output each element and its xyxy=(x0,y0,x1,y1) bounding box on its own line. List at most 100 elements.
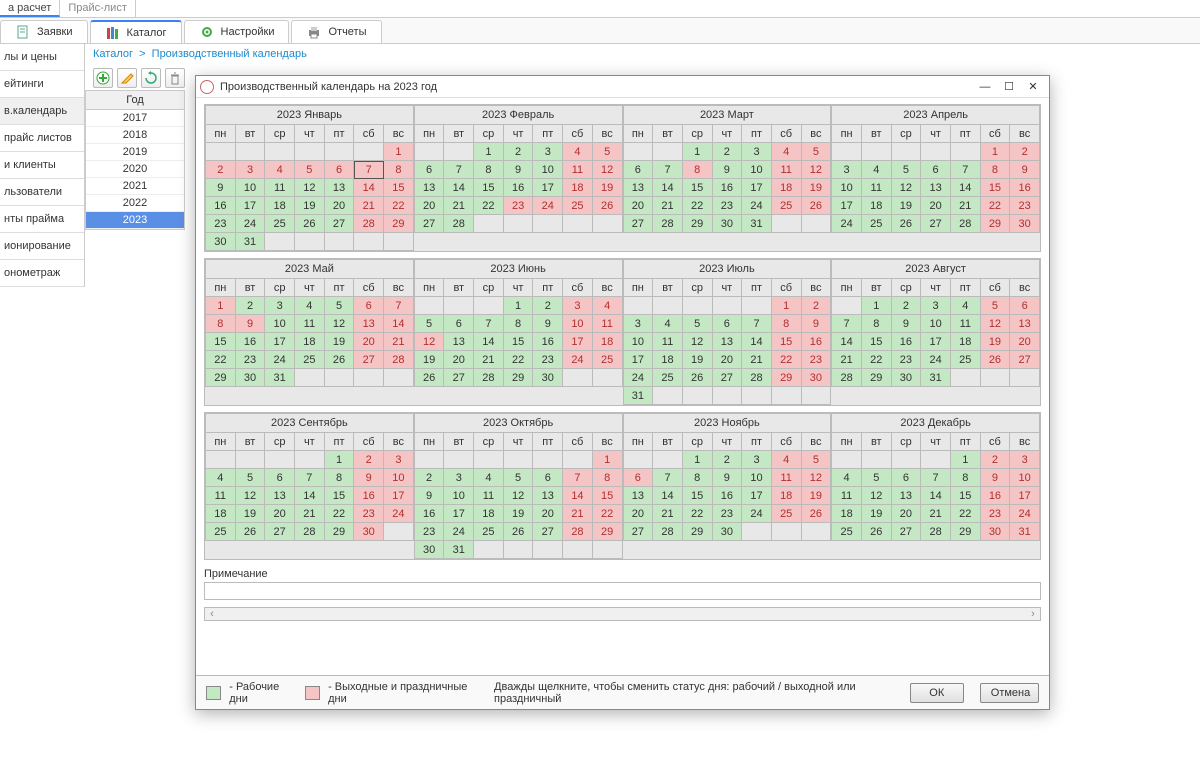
day-cell[interactable]: 23 xyxy=(712,505,742,523)
day-cell[interactable]: 12 xyxy=(801,161,831,179)
day-cell[interactable]: 23 xyxy=(533,351,563,369)
day-cell[interactable]: 6 xyxy=(623,469,653,487)
day-cell[interactable]: 9 xyxy=(354,469,384,487)
day-cell[interactable]: 20 xyxy=(265,505,295,523)
day-cell[interactable]: 25 xyxy=(771,505,801,523)
day-cell[interactable]: 19 xyxy=(235,505,265,523)
day-cell[interactable]: 1 xyxy=(592,451,622,469)
day-cell[interactable]: 26 xyxy=(980,351,1010,369)
day-cell[interactable]: 26 xyxy=(414,369,444,387)
day-cell[interactable]: 15 xyxy=(503,333,533,351)
day-cell[interactable]: 20 xyxy=(712,351,742,369)
day-cell[interactable]: 8 xyxy=(206,315,236,333)
day-cell[interactable]: 29 xyxy=(592,523,622,541)
day-cell[interactable]: 20 xyxy=(324,197,354,215)
day-cell[interactable]: 30 xyxy=(712,215,742,233)
day-cell[interactable]: 23 xyxy=(354,505,384,523)
day-cell[interactable]: 19 xyxy=(682,351,712,369)
day-cell[interactable]: 18 xyxy=(474,505,504,523)
day-cell[interactable]: 15 xyxy=(950,487,980,505)
day-cell[interactable]: 17 xyxy=(742,179,772,197)
day-cell[interactable]: 4 xyxy=(592,297,622,315)
day-cell[interactable]: 17 xyxy=(832,197,862,215)
day-cell[interactable]: 29 xyxy=(950,523,980,541)
day-cell[interactable]: 25 xyxy=(653,369,683,387)
day-cell[interactable]: 7 xyxy=(653,161,683,179)
day-cell[interactable]: 27 xyxy=(712,369,742,387)
day-cell[interactable]: 24 xyxy=(265,351,295,369)
day-cell[interactable]: 13 xyxy=(623,487,653,505)
minimize-button[interactable]: — xyxy=(973,78,997,96)
day-cell[interactable]: 15 xyxy=(980,179,1010,197)
day-cell[interactable]: 5 xyxy=(801,143,831,161)
day-cell[interactable]: 13 xyxy=(444,333,474,351)
day-cell[interactable]: 18 xyxy=(206,505,236,523)
day-cell[interactable]: 15 xyxy=(861,333,891,351)
day-cell[interactable]: 26 xyxy=(324,351,354,369)
day-cell[interactable]: 3 xyxy=(533,143,563,161)
day-cell[interactable]: 19 xyxy=(801,487,831,505)
day-cell[interactable]: 24 xyxy=(533,197,563,215)
day-cell[interactable]: 11 xyxy=(474,487,504,505)
day-cell[interactable]: 30 xyxy=(206,233,236,251)
day-cell[interactable]: 18 xyxy=(592,333,622,351)
day-cell[interactable]: 9 xyxy=(235,315,265,333)
day-cell[interactable]: 5 xyxy=(503,469,533,487)
day-cell[interactable]: 22 xyxy=(861,351,891,369)
day-cell[interactable]: 9 xyxy=(980,469,1010,487)
day-cell[interactable]: 24 xyxy=(742,197,772,215)
day-cell[interactable]: 12 xyxy=(235,487,265,505)
day-cell[interactable]: 13 xyxy=(414,179,444,197)
day-cell[interactable]: 23 xyxy=(891,351,921,369)
day-cell[interactable]: 7 xyxy=(474,315,504,333)
day-cell[interactable]: 29 xyxy=(206,369,236,387)
year-row[interactable]: 2020 xyxy=(86,161,184,178)
scroll-left-icon[interactable]: ‹ xyxy=(205,608,219,620)
h-scrollbar[interactable]: ‹ › xyxy=(204,607,1041,621)
day-cell[interactable]: 14 xyxy=(444,179,474,197)
day-cell[interactable]: 12 xyxy=(414,333,444,351)
day-cell[interactable]: 4 xyxy=(653,315,683,333)
day-cell[interactable]: 19 xyxy=(801,179,831,197)
day-cell[interactable]: 24 xyxy=(832,215,862,233)
day-cell[interactable]: 1 xyxy=(682,451,712,469)
day-cell[interactable]: 22 xyxy=(950,505,980,523)
day-cell[interactable]: 8 xyxy=(384,161,414,179)
day-cell[interactable]: 31 xyxy=(742,215,772,233)
day-cell[interactable]: 7 xyxy=(653,469,683,487)
day-cell[interactable]: 27 xyxy=(891,523,921,541)
day-cell[interactable]: 16 xyxy=(206,197,236,215)
sidebar-item[interactable]: прайс листов xyxy=(0,125,84,152)
day-cell[interactable]: 17 xyxy=(623,351,653,369)
day-cell[interactable]: 17 xyxy=(742,487,772,505)
day-cell[interactable]: 3 xyxy=(235,161,265,179)
day-cell[interactable]: 18 xyxy=(832,505,862,523)
day-cell[interactable]: 20 xyxy=(1010,333,1040,351)
day-cell[interactable]: 7 xyxy=(354,161,384,179)
day-cell[interactable]: 9 xyxy=(206,179,236,197)
day-cell[interactable]: 15 xyxy=(771,333,801,351)
day-cell[interactable]: 14 xyxy=(474,333,504,351)
day-cell[interactable]: 13 xyxy=(712,333,742,351)
day-cell[interactable]: 2 xyxy=(235,297,265,315)
day-cell[interactable]: 4 xyxy=(861,161,891,179)
day-cell[interactable]: 12 xyxy=(861,487,891,505)
scroll-right-icon[interactable]: › xyxy=(1026,608,1040,620)
day-cell[interactable]: 6 xyxy=(414,161,444,179)
day-cell[interactable]: 30 xyxy=(533,369,563,387)
day-cell[interactable]: 13 xyxy=(891,487,921,505)
maximize-button[interactable]: ☐ xyxy=(997,78,1021,96)
day-cell[interactable]: 16 xyxy=(533,333,563,351)
day-cell[interactable]: 29 xyxy=(384,215,414,233)
day-cell[interactable]: 5 xyxy=(235,469,265,487)
day-cell[interactable]: 15 xyxy=(384,179,414,197)
day-cell[interactable]: 23 xyxy=(712,197,742,215)
day-cell[interactable]: 18 xyxy=(861,197,891,215)
day-cell[interactable]: 8 xyxy=(861,315,891,333)
day-cell[interactable]: 24 xyxy=(235,215,265,233)
day-cell[interactable]: 8 xyxy=(682,469,712,487)
day-cell[interactable]: 21 xyxy=(295,505,325,523)
day-cell[interactable]: 25 xyxy=(265,215,295,233)
day-cell[interactable]: 6 xyxy=(354,297,384,315)
day-cell[interactable]: 7 xyxy=(295,469,325,487)
